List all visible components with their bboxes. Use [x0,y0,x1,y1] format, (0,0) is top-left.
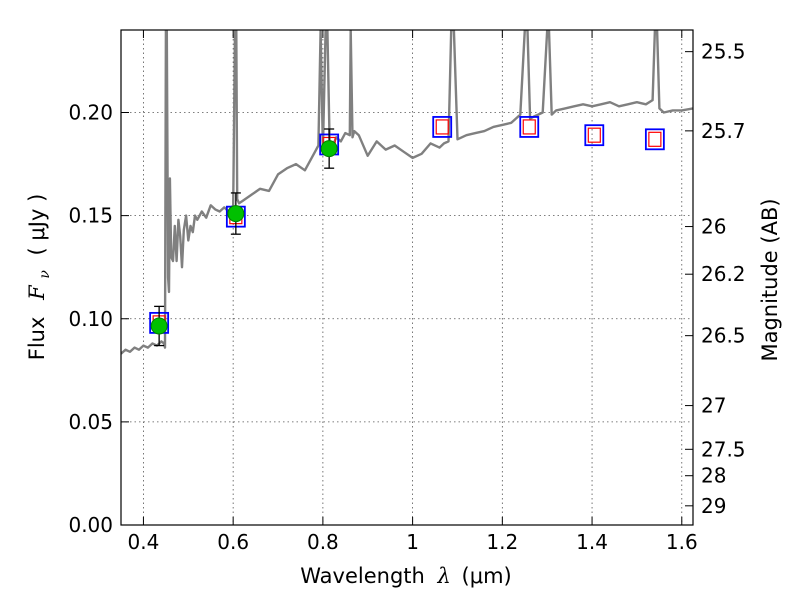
right-tick-label: 26 [701,215,726,239]
y-tick-label: 0.05 [68,410,113,434]
y-axis-label: Flux F ν ( μJy ) [25,194,54,361]
model-photometry-inner [522,119,536,135]
plot-area [121,30,693,355]
x-tick-label: 0.4 [128,530,160,554]
right-tick-label: 26.2 [701,262,746,286]
x-tick-label: 0.6 [217,530,249,554]
x-axis-ticks: 0.4 0.6 0.8 1 1.2 1.4 1.6 [128,30,698,554]
right-tick-label: 25.7 [701,119,746,143]
y-tick-label: 0.15 [68,204,113,228]
model-photometry-inner [648,131,662,147]
right-tick-label: 27 [701,394,726,418]
observed-photometry-point [227,205,245,223]
right-tick-label: 29 [701,494,726,518]
observed-photometry-point [150,317,168,335]
model-photometry-box [519,116,540,138]
observed-photometry-point [320,140,338,158]
y-tick-label: 0.20 [68,101,113,125]
right-tick-label: 25.5 [701,40,746,64]
model-spectrum-line [121,30,693,355]
model-photometry-box [584,124,605,147]
right-tick-label: 28 [701,464,726,488]
y-tick-label: 0.10 [68,307,113,331]
right-tick-label: 26.5 [701,324,746,348]
observed-photometry-errorbars [150,128,338,347]
x-tick-label: 1.6 [666,530,698,554]
x-axis-label: Wavelength λ (μm) [300,564,511,588]
model-photometry-box [644,128,665,151]
y-axis-ticks: 0.00 0.05 0.10 0.15 0.20 [68,101,129,537]
y-tick-label: 0.00 [68,513,113,537]
plot-frame [120,29,694,526]
right-axis-ticks: 25.5 25.7 26 26.2 26.5 27 27.5 28 29 [685,40,746,518]
x-tick-label: 1 [406,530,419,554]
right-axis-label: Magnitude (AB) [758,198,782,361]
x-tick-label: 1.2 [486,530,518,554]
model-photometry-markers [149,116,665,334]
model-photometry-box [432,116,453,138]
right-tick-label: 27.5 [701,437,746,461]
x-tick-label: 1.4 [576,530,608,554]
x-tick-label: 0.8 [307,530,339,554]
grid-lines [121,30,693,526]
model-photometry-inner [587,127,601,143]
model-photometry-inner [435,119,449,135]
